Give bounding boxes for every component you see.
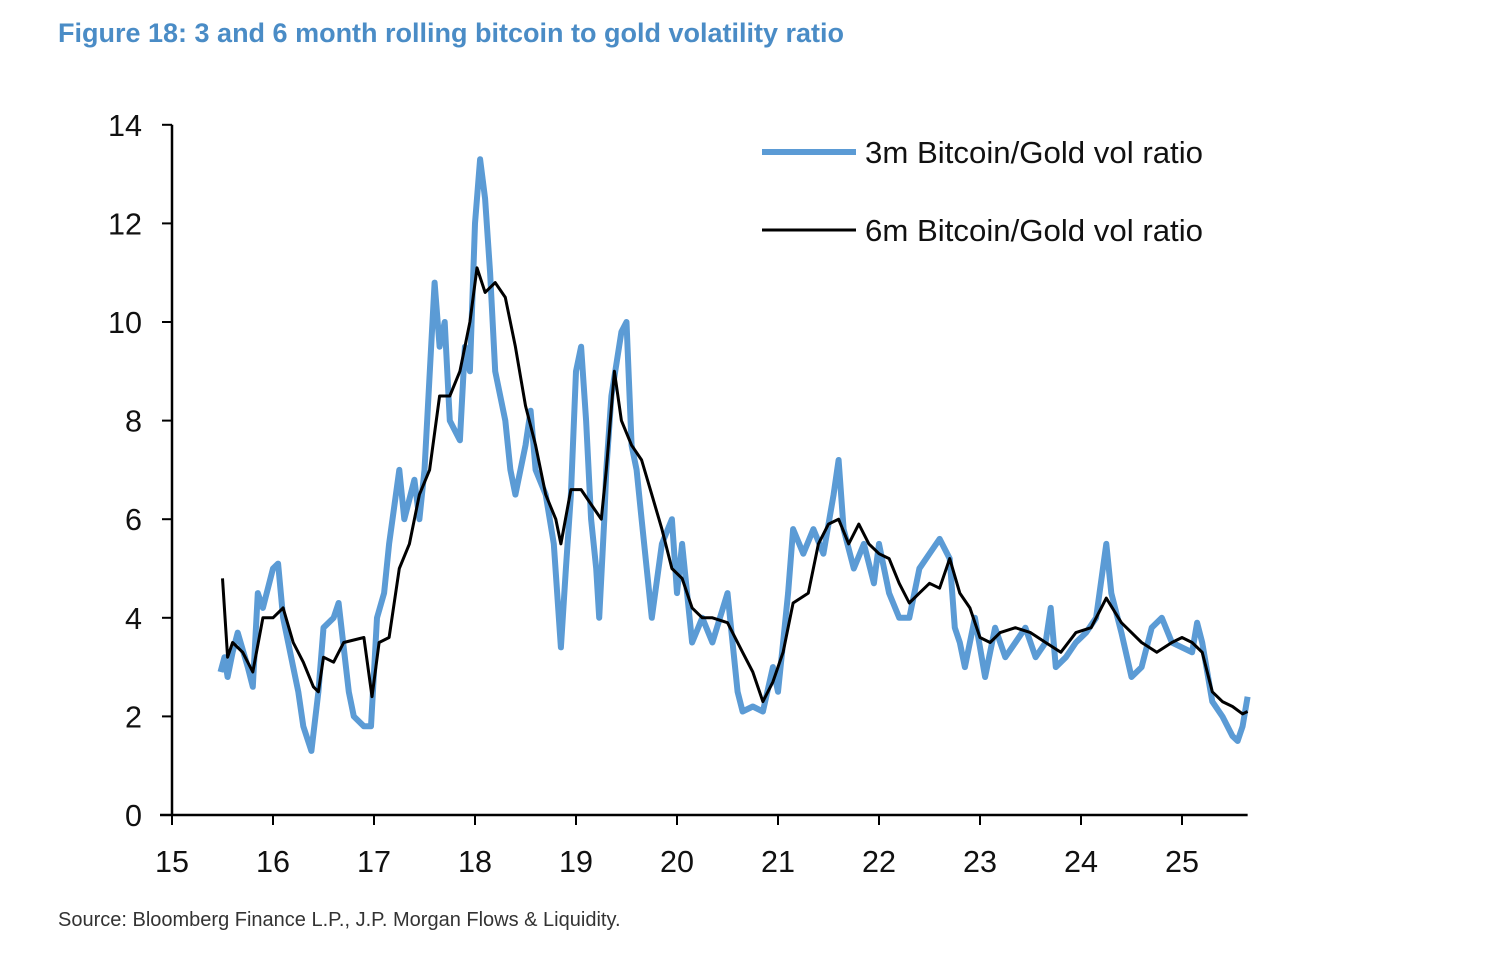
legend: 3m Bitcoin/Gold vol ratio 6m Bitcoin/Gold… <box>762 135 1203 248</box>
x-tick-label: 16 <box>256 844 290 879</box>
x-tick-label: 23 <box>963 844 997 879</box>
y-tick-label: 4 <box>125 601 142 636</box>
y-tick-label: 6 <box>125 502 142 537</box>
figure-title: Figure 18: 3 and 6 month rolling bitcoin… <box>58 18 845 48</box>
series-line-6m <box>221 266 1249 716</box>
x-tick-label: 15 <box>155 844 189 879</box>
legend-label: 3m Bitcoin/Gold vol ratio <box>865 135 1203 170</box>
y-tick-label: 10 <box>108 305 142 340</box>
x-tick-label: 24 <box>1064 844 1098 879</box>
x-tick-label: 20 <box>660 844 694 879</box>
y-tick-label: 0 <box>125 798 142 833</box>
y-tick-label: 12 <box>108 206 142 241</box>
x-tick-label: 18 <box>458 844 492 879</box>
x-tick-label: 25 <box>1165 844 1199 879</box>
y-tick-label: 2 <box>125 699 142 734</box>
y-tick-label: 14 <box>108 108 142 143</box>
series-line-3m <box>217 156 1251 754</box>
source-note: Source: Bloomberg Finance L.P., J.P. Mor… <box>58 909 621 931</box>
x-tick-label: 17 <box>357 844 391 879</box>
legend-label: 6m Bitcoin/Gold vol ratio <box>865 213 1203 248</box>
x-tick-label: 22 <box>862 844 896 879</box>
x-tick-label: 21 <box>761 844 795 879</box>
x-tick-label: 19 <box>559 844 593 879</box>
y-tick-label: 8 <box>125 404 142 439</box>
